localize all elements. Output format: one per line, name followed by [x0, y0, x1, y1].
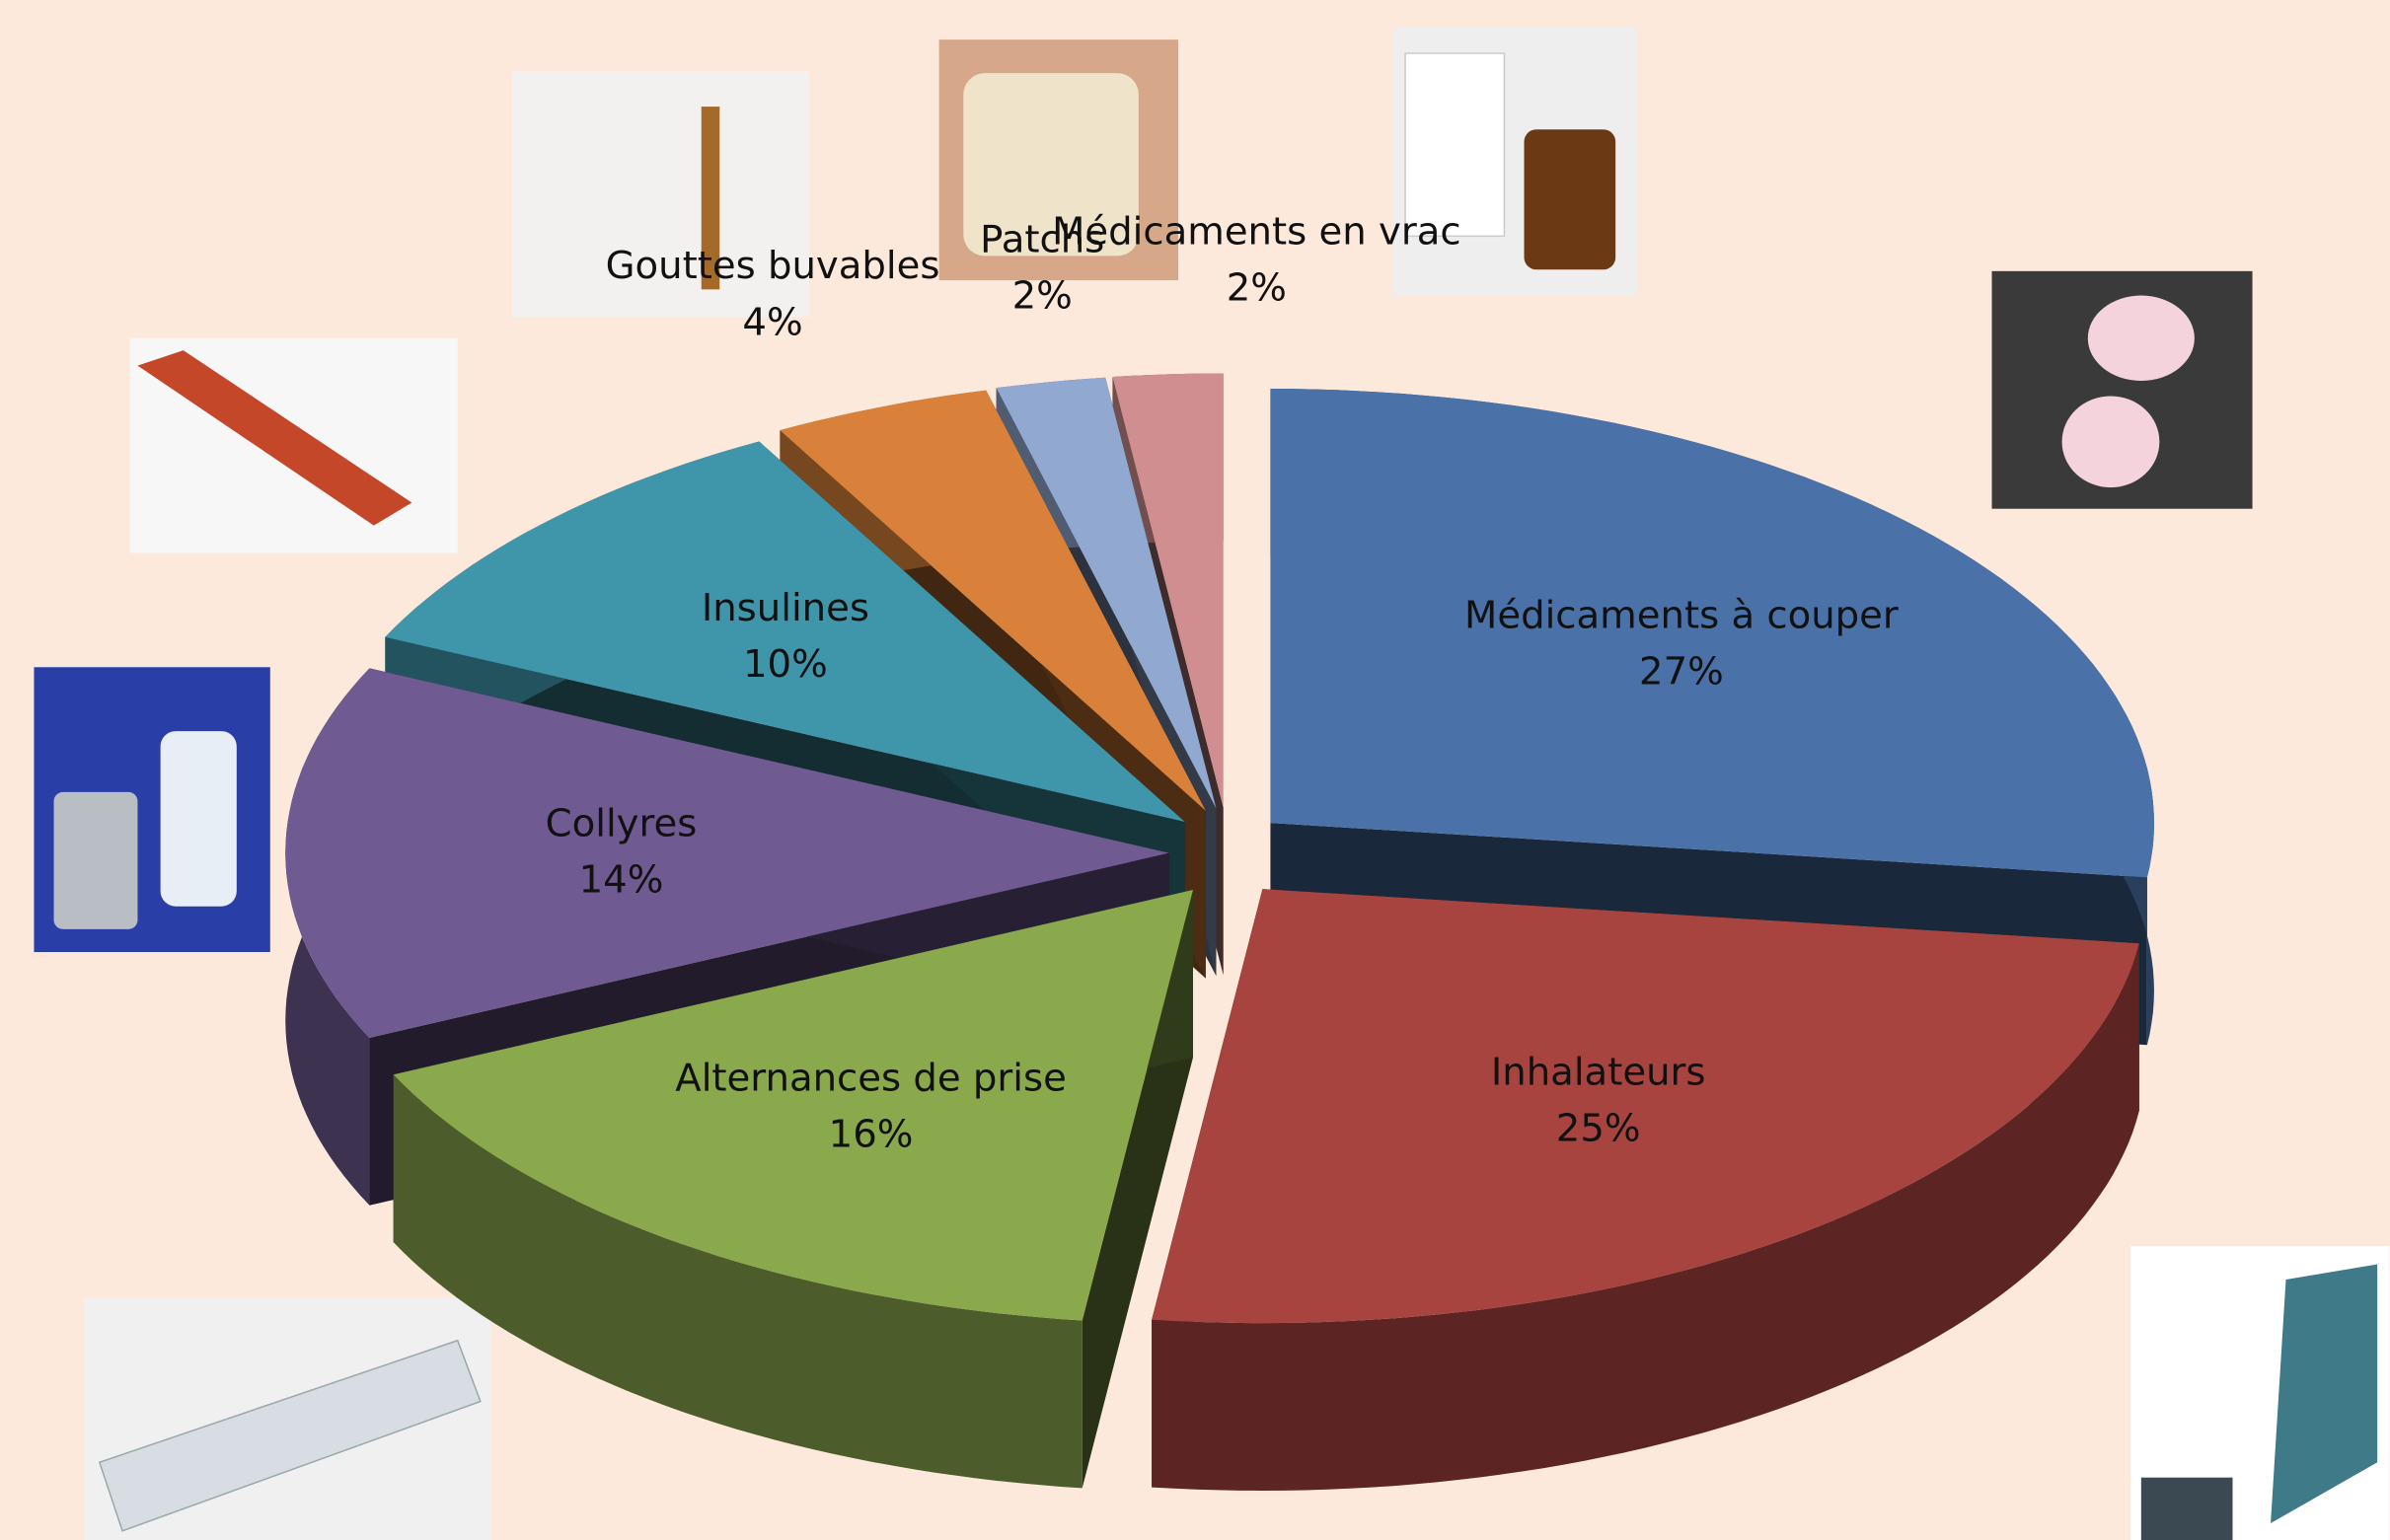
category-label: Gouttes buvables — [606, 244, 940, 288]
slice — [780, 390, 1206, 811]
photo-patch-pad — [963, 73, 1139, 257]
category-label: Alternances de prise — [675, 1056, 1067, 1100]
photo-inhaler-body — [2271, 1264, 2378, 1524]
slice — [996, 377, 1217, 809]
slice — [385, 441, 1185, 822]
photo-eyedrops-bottle — [160, 731, 237, 907]
slice-wall — [393, 1074, 1083, 1489]
slice — [1270, 389, 2154, 878]
category-label: Médicaments en vrac — [1052, 210, 1461, 255]
slice — [1152, 889, 2139, 1324]
category-label: Médicaments à couper — [1464, 593, 1899, 637]
photo-box — [1404, 52, 1506, 238]
photo-pillbox-body — [98, 1339, 482, 1532]
value-label: 27% — [1639, 650, 1724, 695]
photos — [34, 27, 2390, 1540]
value-label: 4% — [742, 300, 802, 344]
photo-tablet — [2087, 295, 2195, 382]
value-label: 16% — [829, 1113, 914, 1157]
value-label: 2% — [1012, 274, 1073, 319]
value-label: 2% — [1227, 266, 1287, 311]
category-label: Inhalateurs — [1491, 1050, 1706, 1094]
photo-dropper — [512, 71, 810, 318]
pie — [285, 373, 2154, 1491]
photo-tablet — [2061, 396, 2160, 488]
slice — [285, 668, 1169, 1038]
value-label: 25% — [1556, 1107, 1641, 1151]
photo-eyedrops-cap — [53, 791, 138, 929]
category-label: Collyres — [546, 801, 698, 845]
value-label: 10% — [743, 642, 828, 687]
slice — [1112, 373, 1224, 808]
slice — [393, 890, 1193, 1321]
labels: Médicaments à couper 27% Inhalateurs 25% Alt… — [546, 210, 1899, 1157]
photo-pen — [137, 350, 412, 526]
category-label: Insulines — [702, 586, 869, 630]
photo-bottle-glass — [1524, 129, 1616, 270]
slice-wall — [1152, 943, 2139, 1491]
category-label: Patchs — [980, 218, 1104, 262]
photo-inhaler-cap — [2140, 1477, 2233, 1540]
value-label: 14% — [579, 857, 664, 902]
photo-dropper-tube — [701, 107, 720, 290]
